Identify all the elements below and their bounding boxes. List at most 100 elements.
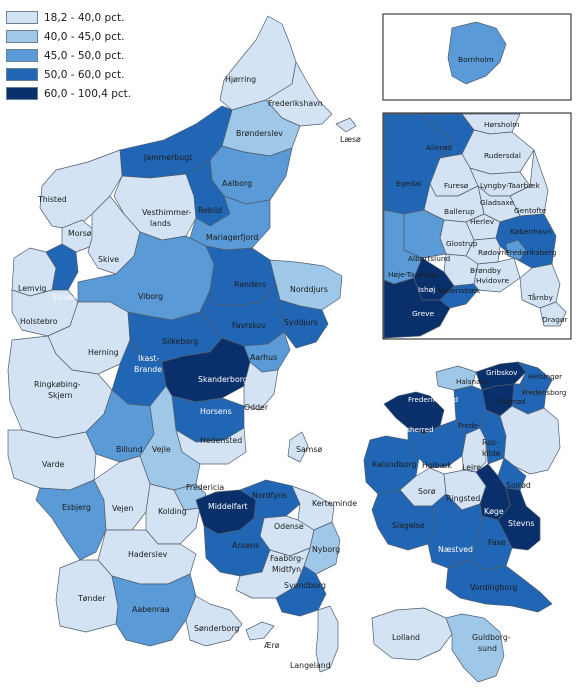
map-legend: 18,2 - 40,0 pct. 40,0 - 45,0 pct. 45,0 -… [6, 8, 131, 103]
label-soro: Sorø [418, 487, 436, 496]
label-varde: Varde [42, 460, 65, 469]
label-faxe: Faxe [488, 538, 506, 547]
legend-swatch [6, 11, 38, 24]
label-fredericia: Fredericia [186, 483, 224, 492]
inset-label-glostrup: Glostrup [446, 239, 478, 248]
label-lemvig: Lemvig [18, 284, 46, 293]
label-vesthimmerlands-1: Vesthimmer- [142, 208, 191, 217]
inset-region-greve[interactable] [383, 277, 451, 339]
region-assens[interactable] [203, 517, 271, 577]
region-samso[interactable] [287, 431, 309, 463]
region-vejle[interactable] [139, 385, 201, 491]
label-samso: Samsø [296, 445, 322, 454]
region-copenhagen-area[interactable] [499, 405, 561, 475]
label-lejre: Lejre [462, 463, 481, 472]
legend-label: 45,0 - 50,0 pct. [44, 49, 125, 62]
label-holbaek: Holbæk [422, 461, 452, 470]
legend-label: 40,0 - 45,0 pct. [44, 30, 125, 43]
label-langeland: Langeland [290, 661, 331, 670]
label-morso: Morsø [68, 229, 92, 238]
label-aalborg: Aalborg [222, 179, 252, 188]
label-skive: Skive [98, 255, 119, 264]
label-ringsted: Ringsted [446, 494, 480, 503]
region-langeland[interactable] [315, 605, 339, 673]
inset-label-brondby: Brøndby [470, 266, 502, 275]
label-kalundborg: Kalundborg [372, 460, 417, 469]
inset-label-vallensbaek: Vallensbæk [438, 286, 481, 295]
label-roskilde-2: kilde [482, 449, 501, 458]
region-odsherred[interactable] [383, 391, 445, 435]
inset-label-dragor: Dragør [542, 315, 568, 324]
label-hedensted: Hedensted [200, 436, 242, 445]
region-sonderborg[interactable] [185, 595, 243, 647]
inset-region-dragor[interactable] [539, 301, 567, 327]
legend-item: 50,0 - 60,0 pct. [6, 65, 131, 84]
legend-item: 40,0 - 45,0 pct. [6, 27, 131, 46]
label-vejle: Vejle [152, 445, 171, 454]
inset-label-hvidovre: Hvidovre [476, 276, 509, 285]
region-struer[interactable] [45, 243, 79, 291]
inset-label-herlev: Herlev [470, 217, 495, 226]
municipality-labels: Hjørring Frederikshavn Læsø Brønderslev … [18, 75, 566, 670]
legend-label: 18,2 - 40,0 pct. [44, 11, 125, 24]
label-ikast-brande-1: Ikast- [138, 354, 160, 363]
inset-label-ballerup: Ballerup [444, 207, 475, 216]
region-naestved[interactable] [427, 493, 483, 569]
label-guldborgsund-1: Guldborg- [472, 633, 511, 642]
region-stevns[interactable] [497, 487, 541, 551]
region-lolland[interactable] [371, 607, 453, 661]
inset-label-greve: Greve [412, 309, 435, 318]
label-middelfart: Middelfart [208, 502, 248, 511]
label-hillerod: Hillerød [498, 397, 526, 406]
region-svendborg[interactable] [275, 565, 327, 617]
region-odder[interactable] [243, 361, 279, 411]
inset-label-rodovre: Rødovre [478, 248, 509, 257]
label-vesthimmerlands-2: lands [150, 219, 171, 228]
inset-region-tarnby[interactable] [519, 263, 561, 309]
label-solrod: Solrød [506, 481, 531, 490]
label-koge: Køge [484, 507, 504, 516]
region-syddjurs[interactable] [279, 299, 329, 349]
region-kolding[interactable] [145, 483, 201, 545]
inset-label-gladsaxe: Gladsaxe [480, 198, 515, 207]
label-nyborg: Nyborg [312, 545, 340, 554]
label-faaborg-midtfyn-2: Midtfyn [272, 565, 301, 574]
label-vordingborg: Vordingborg [470, 583, 517, 592]
label-svendborg: Svendborg [284, 581, 326, 590]
region-vordingborg[interactable] [445, 559, 553, 613]
label-hjorring: Hjørring [225, 75, 256, 84]
legend-item: 60,0 - 100,4 pct. [6, 84, 131, 103]
inset-region-frederiksberg[interactable] [505, 239, 527, 261]
inset-label-allerod: Allerød [426, 143, 452, 152]
region-bornholm[interactable] [447, 21, 507, 85]
label-nordfyns: Nordfyns [252, 491, 287, 500]
label-fredensborg: Fredensborg [522, 388, 566, 397]
legend-item: 45,0 - 50,0 pct. [6, 46, 131, 65]
legend-swatch [6, 87, 38, 100]
label-aabenraa: Aabenraa [132, 605, 170, 614]
label-odense: Odense [274, 522, 304, 531]
label-odsherred: Odsherred [396, 425, 434, 434]
region-guldborgsund[interactable] [445, 613, 505, 683]
label-aarhus: Aarhus [250, 353, 277, 362]
label-haderslev: Haderslev [128, 550, 168, 559]
region-laeso[interactable] [335, 117, 357, 133]
inset-label-lyngby: Lyngby-Taarbæk [480, 181, 540, 190]
label-naestved: Næstved [438, 545, 473, 554]
region-esbjerg[interactable] [35, 479, 107, 561]
label-ringkobing-skjern-2: Skjern [48, 391, 72, 400]
label-gribskov: Gribskov [486, 368, 518, 377]
label-ikast-brande-2: Brande [134, 365, 162, 374]
label-struer: Struer [52, 293, 77, 302]
label-kerteminde: Kerteminde [312, 499, 357, 508]
label-billund: Billund [116, 445, 143, 454]
region-aero[interactable] [245, 621, 275, 641]
label-syddjurs: Syddjurs [284, 318, 318, 327]
label-slagelse: Slagelse [392, 521, 425, 530]
label-jammerbugt: Jammerbugt [143, 153, 192, 162]
label-horsens: Horsens [200, 407, 232, 416]
label-halsnaes: Halsnæs [456, 377, 487, 386]
legend-swatch [6, 30, 38, 43]
inset-label-tarnby: Tårnby [527, 293, 553, 302]
